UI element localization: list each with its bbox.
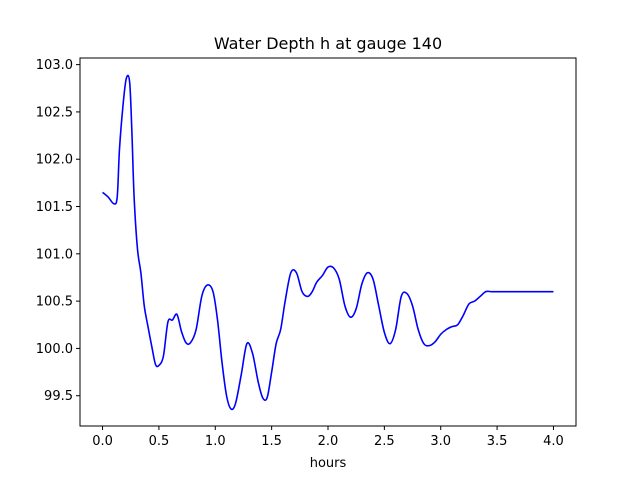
y-tick-label: 100.0: [36, 342, 73, 357]
y-tick-label: 101.0: [36, 247, 73, 262]
series-layer: [102, 74, 554, 411]
y-tick-label: 101.5: [36, 200, 73, 215]
chart-title: Water Depth h at gauge 140: [214, 34, 442, 53]
x-tick-label: 0.0: [92, 434, 113, 449]
y-tick-label: 103.0: [36, 58, 73, 73]
plot-area: [79, 57, 577, 427]
x-tick-label: 3.0: [430, 434, 451, 449]
x-tick-label: 4.0: [543, 434, 564, 449]
x-tick-label: 1.5: [261, 434, 282, 449]
x-axis-label: hours: [310, 456, 347, 471]
y-tick-label: 102.5: [36, 105, 73, 120]
x-axis: 0.0 0.5 1.0 1.5 2.0 2.5 3.0 3.5 4.0: [92, 426, 564, 449]
x-tick-label: 2.0: [318, 434, 339, 449]
x-tick-label: 3.5: [487, 434, 508, 449]
x-tick-label: 2.5: [374, 434, 395, 449]
y-tick-label: 102.0: [36, 153, 73, 168]
y-axis: 99.5 100.0 100.5 101.0 101.5 102.0 102.5 103.0: [36, 58, 80, 404]
x-tick-label: 1.0: [205, 434, 226, 449]
y-tick-label: 99.5: [44, 389, 73, 404]
series-line: [102, 74, 554, 411]
y-tick-label: 100.5: [36, 295, 73, 310]
x-tick-label: 0.5: [149, 434, 170, 449]
